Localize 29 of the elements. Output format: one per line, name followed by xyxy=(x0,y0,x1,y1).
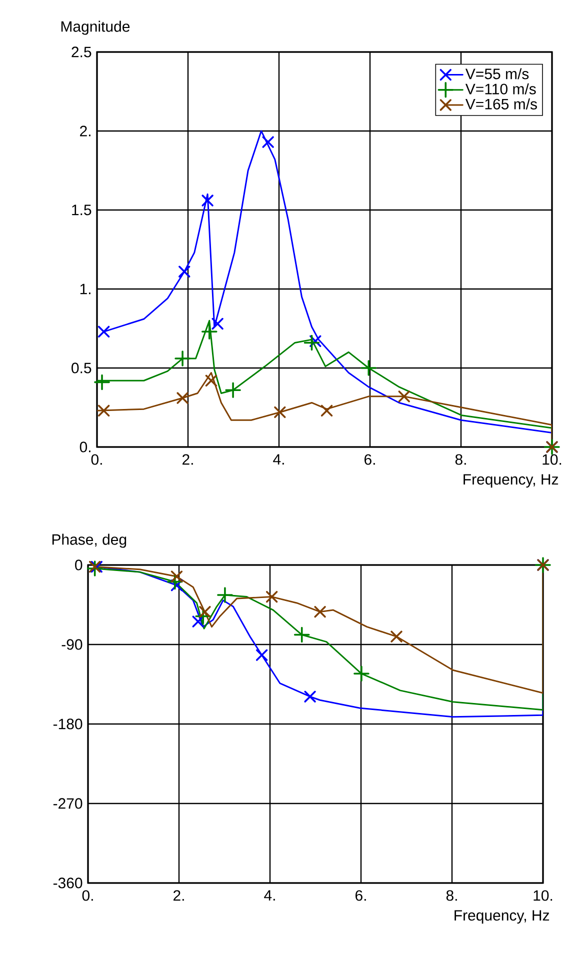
y-tick-label: 0 xyxy=(75,560,82,570)
legend-label: V=55 m/s xyxy=(465,68,529,80)
y-tick-label: 2. xyxy=(80,126,90,136)
y-tick-label: -360 xyxy=(53,878,82,888)
x-tick-label: 2. xyxy=(173,890,184,901)
x-axis-title: Frequency, Hz xyxy=(464,474,558,488)
legend-label: V=165 m/s xyxy=(465,98,537,110)
x-tick-label: 8. xyxy=(446,890,457,901)
x-tick-label: 4. xyxy=(273,454,284,465)
y-tick-label: 2.5 xyxy=(72,46,92,58)
x-tick-label: 6. xyxy=(364,454,375,465)
y-axis-title: Magnitude xyxy=(61,20,130,35)
y-tick-label: 1. xyxy=(80,284,90,294)
y-tick-label: -270 xyxy=(53,798,82,809)
x-tick-label: 10. xyxy=(542,454,562,465)
legend-label: V=110 m/s xyxy=(465,83,536,94)
x-tick-label: 0. xyxy=(91,454,102,465)
y-tick-label: -180 xyxy=(53,718,82,730)
x-tick-label: 4. xyxy=(264,890,275,901)
x-tick-label: 8. xyxy=(455,454,466,465)
x-tick-label: 6. xyxy=(356,890,366,901)
y-tick-label: 0.5 xyxy=(72,362,92,374)
y-tick-label: 0. xyxy=(80,442,90,452)
x-axis-title: Frequency, Hz xyxy=(454,910,550,924)
y-tick-label: -90 xyxy=(62,639,82,650)
y-tick-label: 1.5 xyxy=(72,204,92,216)
y-axis-title: Phase, deg xyxy=(52,534,126,548)
x-tick-label: 2. xyxy=(182,454,193,465)
x-tick-label: 10. xyxy=(534,890,552,901)
